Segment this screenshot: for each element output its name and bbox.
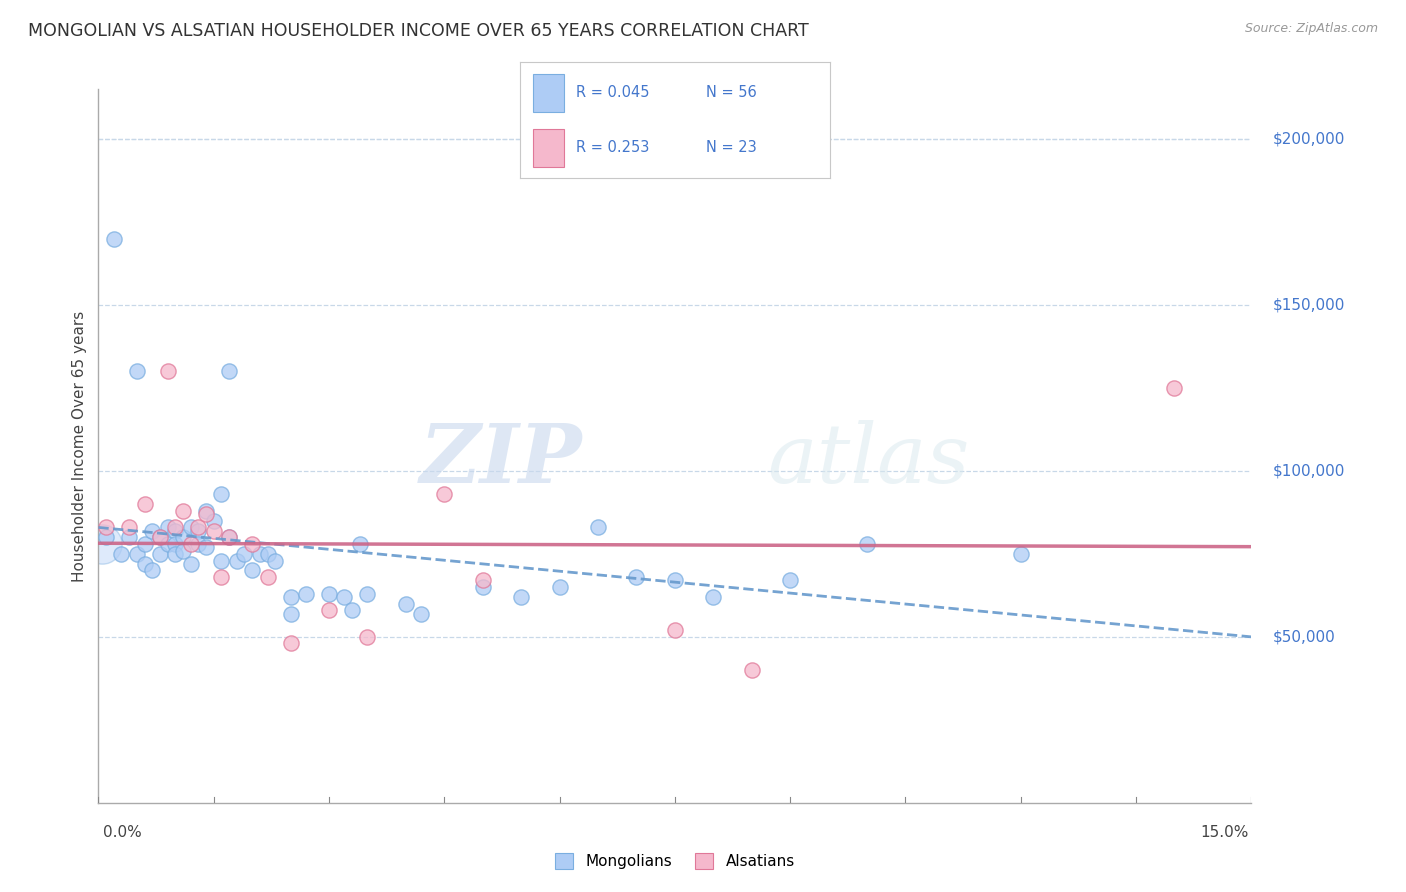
Point bbox=[264, 553, 287, 567]
Point bbox=[510, 590, 533, 604]
Point bbox=[91, 537, 114, 551]
Point bbox=[280, 590, 302, 604]
Point bbox=[249, 547, 271, 561]
Point bbox=[256, 570, 278, 584]
Point bbox=[209, 553, 232, 567]
Point bbox=[141, 524, 163, 538]
Point bbox=[280, 607, 302, 621]
Point bbox=[110, 547, 132, 561]
Point bbox=[94, 520, 117, 534]
Text: 0.0%: 0.0% bbox=[103, 825, 142, 840]
Point bbox=[433, 487, 456, 501]
Point bbox=[149, 530, 172, 544]
Point bbox=[856, 537, 879, 551]
Point bbox=[1010, 547, 1032, 561]
Point bbox=[187, 524, 209, 538]
Text: ZIP: ZIP bbox=[420, 420, 582, 500]
Point bbox=[134, 497, 156, 511]
Text: $50,000: $50,000 bbox=[1272, 630, 1336, 644]
Point bbox=[195, 507, 218, 521]
Point bbox=[202, 514, 225, 528]
Point bbox=[741, 663, 763, 677]
Point bbox=[141, 564, 163, 578]
Point bbox=[318, 603, 340, 617]
Point bbox=[411, 607, 433, 621]
Point bbox=[172, 504, 194, 518]
Legend: Mongolians, Alsatians: Mongolians, Alsatians bbox=[548, 847, 801, 875]
Point bbox=[218, 364, 240, 378]
Point bbox=[218, 530, 240, 544]
Point bbox=[134, 557, 156, 571]
Point bbox=[103, 231, 125, 245]
Point bbox=[134, 537, 156, 551]
Text: $100,000: $100,000 bbox=[1272, 463, 1344, 478]
Point bbox=[172, 530, 194, 544]
Point bbox=[165, 520, 187, 534]
Point bbox=[125, 547, 148, 561]
Point bbox=[240, 537, 263, 551]
Point bbox=[471, 580, 494, 594]
Text: N = 56: N = 56 bbox=[706, 85, 756, 100]
Point bbox=[209, 570, 232, 584]
Text: R = 0.253: R = 0.253 bbox=[576, 139, 650, 154]
Point bbox=[256, 547, 278, 561]
Point bbox=[165, 524, 187, 538]
Point bbox=[280, 636, 302, 650]
Point bbox=[356, 587, 378, 601]
Point bbox=[156, 364, 179, 378]
Point bbox=[333, 590, 356, 604]
Point bbox=[118, 530, 141, 544]
FancyBboxPatch shape bbox=[533, 74, 564, 112]
Text: R = 0.045: R = 0.045 bbox=[576, 85, 650, 100]
Point bbox=[702, 590, 724, 604]
Point bbox=[664, 574, 686, 588]
Point bbox=[165, 547, 187, 561]
Point bbox=[156, 537, 179, 551]
Point bbox=[349, 537, 371, 551]
Text: 15.0%: 15.0% bbox=[1201, 825, 1249, 840]
Point bbox=[94, 530, 117, 544]
Point bbox=[149, 547, 172, 561]
Point bbox=[218, 530, 240, 544]
Text: MONGOLIAN VS ALSATIAN HOUSEHOLDER INCOME OVER 65 YEARS CORRELATION CHART: MONGOLIAN VS ALSATIAN HOUSEHOLDER INCOME… bbox=[28, 22, 808, 40]
Point bbox=[180, 537, 202, 551]
Point bbox=[548, 580, 571, 594]
Point bbox=[118, 520, 141, 534]
Text: atlas: atlas bbox=[768, 420, 970, 500]
Text: $200,000: $200,000 bbox=[1272, 131, 1344, 146]
Point bbox=[225, 553, 247, 567]
Point bbox=[586, 520, 609, 534]
Point bbox=[295, 587, 318, 601]
Point bbox=[149, 530, 172, 544]
Point bbox=[180, 520, 202, 534]
Point bbox=[779, 574, 801, 588]
Text: N = 23: N = 23 bbox=[706, 139, 756, 154]
Text: Source: ZipAtlas.com: Source: ZipAtlas.com bbox=[1244, 22, 1378, 36]
Point bbox=[240, 564, 263, 578]
Point bbox=[233, 547, 256, 561]
FancyBboxPatch shape bbox=[533, 128, 564, 167]
Point bbox=[471, 574, 494, 588]
Point bbox=[356, 630, 378, 644]
Point bbox=[156, 520, 179, 534]
Point bbox=[187, 537, 209, 551]
Point bbox=[626, 570, 648, 584]
Point bbox=[187, 520, 209, 534]
Point bbox=[195, 540, 218, 554]
Point bbox=[125, 364, 148, 378]
Point bbox=[180, 557, 202, 571]
Point bbox=[165, 537, 187, 551]
Point bbox=[1163, 381, 1185, 395]
Point bbox=[318, 587, 340, 601]
Text: $150,000: $150,000 bbox=[1272, 297, 1344, 312]
Point bbox=[340, 603, 363, 617]
Point bbox=[202, 524, 225, 538]
Point bbox=[195, 504, 218, 518]
Point bbox=[209, 487, 232, 501]
Point bbox=[172, 543, 194, 558]
Point bbox=[395, 597, 418, 611]
Y-axis label: Householder Income Over 65 years: Householder Income Over 65 years bbox=[72, 310, 87, 582]
Point bbox=[664, 624, 686, 638]
